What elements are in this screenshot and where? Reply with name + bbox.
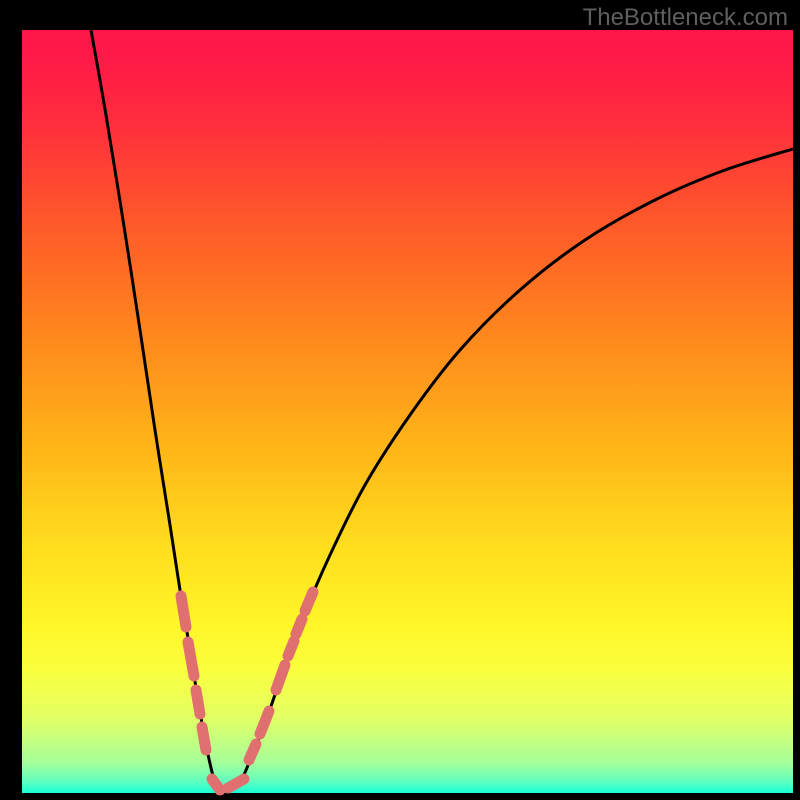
chart-container: TheBottleneck.com <box>0 0 800 800</box>
watermark-text: TheBottleneck.com <box>583 4 788 32</box>
gradient-background <box>22 30 793 793</box>
chart-frame <box>22 30 793 793</box>
